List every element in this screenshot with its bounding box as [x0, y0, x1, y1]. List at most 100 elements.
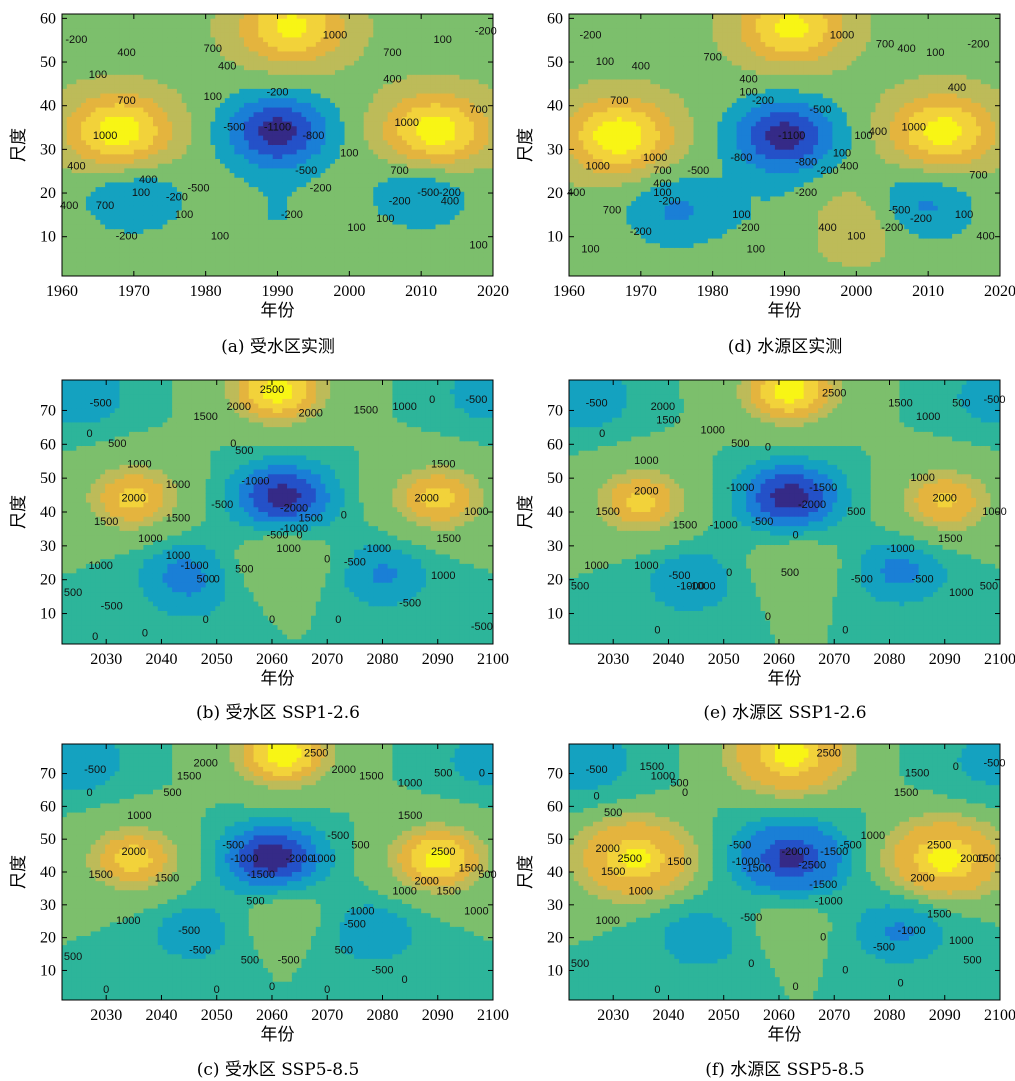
field-cell — [253, 261, 259, 268]
field-cell — [66, 112, 73, 118]
field-cell — [469, 42, 475, 48]
field-cell — [334, 37, 341, 43]
field-cell — [435, 32, 441, 38]
field-cell — [320, 266, 326, 272]
field-cell — [205, 102, 212, 109]
field-cell — [152, 154, 159, 160]
field-cell — [143, 238, 149, 244]
field-cell — [334, 74, 341, 81]
field-cell — [66, 37, 73, 43]
field-cell — [287, 37, 293, 43]
field-cell — [229, 177, 235, 184]
field-cell — [66, 51, 73, 57]
field-cell — [224, 79, 231, 85]
field-cell — [315, 107, 322, 113]
field-cell — [196, 173, 202, 179]
field-cell — [402, 205, 408, 212]
field-cell — [459, 266, 465, 272]
field-cell — [311, 51, 317, 57]
field-cell — [344, 159, 350, 165]
field-cell — [402, 116, 408, 123]
field-cell — [344, 266, 350, 272]
field-cell — [440, 177, 446, 184]
field-cell — [349, 130, 355, 137]
field-cell — [239, 224, 245, 230]
field-cell — [124, 28, 130, 34]
field-cell — [411, 116, 417, 123]
field-cell — [291, 74, 298, 81]
field-cell — [196, 266, 202, 272]
field-cell — [306, 42, 312, 48]
field-cell — [311, 182, 317, 188]
field-cell — [224, 196, 231, 202]
field-cell — [253, 42, 259, 48]
field-cell — [253, 238, 259, 244]
field-cell — [220, 102, 226, 109]
field-cell — [440, 32, 446, 38]
field-cell — [167, 247, 173, 254]
field-cell — [373, 65, 379, 71]
field-cell — [148, 219, 154, 226]
field-cell — [181, 14, 188, 20]
field-cell — [358, 93, 365, 99]
field-cell — [172, 126, 178, 132]
field-cell — [287, 154, 293, 160]
field-cell — [85, 88, 92, 95]
field-cell — [311, 84, 317, 90]
field-cell — [215, 187, 221, 193]
field-cell — [210, 79, 216, 85]
field-cell — [291, 201, 298, 207]
field-cell — [349, 84, 355, 90]
field-cell — [76, 98, 82, 104]
field-cell — [181, 145, 188, 151]
field-cell — [62, 126, 68, 132]
field-cell — [363, 102, 370, 109]
field-cell — [459, 173, 465, 179]
field-cell — [148, 210, 154, 216]
field-cell — [253, 121, 259, 127]
field-cell — [224, 261, 231, 268]
field-cell — [387, 18, 394, 24]
field-cell — [105, 215, 111, 221]
field-cell — [138, 130, 145, 137]
field-cell — [210, 252, 216, 258]
field-cell — [301, 135, 307, 141]
field-cell — [382, 74, 389, 81]
field-cell — [152, 116, 159, 123]
field-cell — [152, 187, 159, 193]
field-cell — [176, 243, 183, 249]
field-cell — [469, 135, 475, 141]
field-cell — [402, 196, 408, 202]
field-cell — [430, 18, 437, 24]
field-cell — [473, 56, 480, 62]
field-cell — [200, 14, 207, 20]
field-cell — [143, 177, 149, 184]
field-cell — [296, 37, 303, 43]
field-cell — [258, 271, 264, 276]
field-cell — [358, 126, 365, 132]
field-cell — [382, 98, 389, 104]
field-cell — [301, 42, 307, 48]
field-cell — [85, 140, 92, 146]
field-cell — [425, 60, 432, 67]
field-cell — [325, 18, 331, 24]
field-cell — [392, 126, 398, 132]
field-cell — [392, 28, 398, 34]
field-cell — [478, 182, 485, 188]
field-cell — [435, 74, 441, 81]
field-cell — [205, 163, 212, 169]
field-cell — [349, 126, 355, 132]
field-cell — [100, 261, 106, 268]
field-cell — [258, 247, 264, 254]
field-cell — [488, 32, 493, 38]
field-cell — [181, 65, 188, 71]
field-cell — [411, 32, 417, 38]
field-cell — [397, 70, 403, 76]
field-cell — [315, 14, 322, 20]
field-cell — [440, 215, 446, 221]
field-cell — [90, 135, 97, 141]
field-cell — [445, 177, 451, 184]
field-cell — [358, 266, 365, 272]
field-cell — [397, 121, 403, 127]
field-cell — [81, 229, 87, 235]
